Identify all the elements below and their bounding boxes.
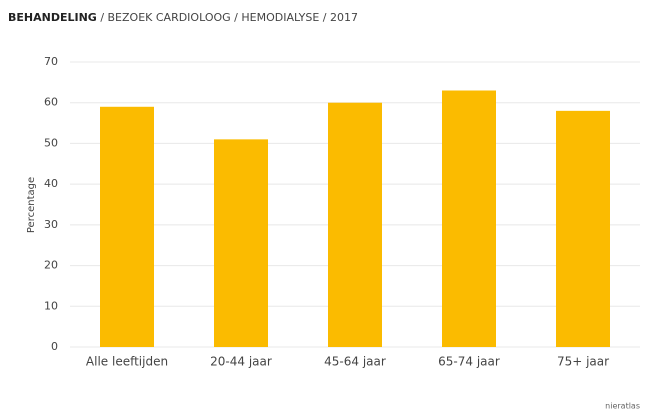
y-tick-label: 70 [44, 55, 58, 68]
y-tick-label: 50 [44, 136, 58, 149]
x-tick-label: 20-44 jaar [210, 355, 272, 369]
y-tick-label: 10 [44, 299, 58, 312]
x-tick-label: 65-74 jaar [438, 355, 500, 369]
source: nieratlas [605, 402, 640, 411]
y-tick-label: 20 [44, 259, 58, 272]
bar [556, 110, 610, 347]
bar [442, 90, 496, 347]
title-sub: / BEZOEK CARDIOLOOG / HEMODIALYSE / 2017 [100, 11, 358, 24]
x-tick-label: Alle leeftijden [86, 355, 168, 369]
y-tick-label: 60 [44, 96, 58, 109]
y-tick-label: 40 [44, 177, 58, 190]
y-axis-label: Percentage [26, 177, 37, 233]
y-tick-label: 0 [51, 340, 58, 353]
x-tick-label: 75+ jaar [557, 355, 609, 369]
bar [214, 139, 268, 347]
x-tick-label: 45-64 jaar [324, 355, 386, 369]
y-tick-label: 30 [44, 218, 58, 231]
bar [328, 102, 382, 347]
chart-title: BEHANDELING / BEZOEK CARDIOLOOG / HEMODI… [8, 11, 358, 24]
bar [100, 106, 154, 348]
title-main: BEHANDELING [8, 11, 97, 24]
